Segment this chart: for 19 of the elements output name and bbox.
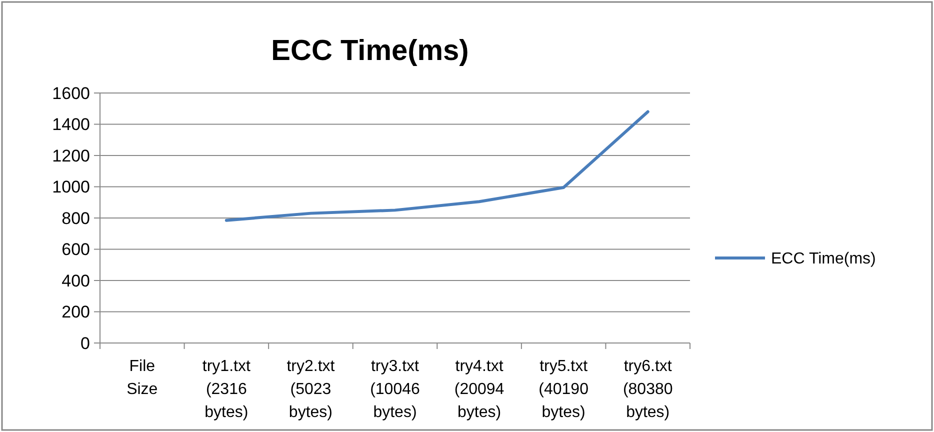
legend-label: ECC Time(ms): [771, 250, 876, 268]
x-tick-label: try1.txt (2316 bytes): [202, 358, 251, 421]
x-tick-label: try3.txt (10046 bytes): [370, 358, 420, 421]
y-tick-label: 1000: [52, 178, 90, 197]
y-tick-label: 200: [62, 302, 90, 322]
x-tick-label: try5.txt (40190 bytes): [538, 358, 589, 421]
y-tick-label: 600: [62, 240, 90, 260]
y-tick-label: 800: [62, 208, 90, 228]
x-tick-label: try4.txt (20094 bytes): [454, 358, 504, 421]
y-tick-label: 0: [80, 334, 90, 353]
y-tick-label: 1400: [52, 115, 90, 134]
x-tick-label: try2.txt (5023 bytes): [286, 358, 336, 421]
line-series: [224, 110, 650, 222]
y-tick-label: 1600: [52, 84, 90, 103]
y-tick-label: 1200: [52, 146, 90, 166]
x-tick-label: File Size: [126, 358, 158, 398]
x-tick-label: try6.txt (80380 bytes): [622, 358, 673, 421]
chart-title: ECC Time(ms): [271, 35, 469, 67]
y-tick-label: 400: [62, 271, 90, 290]
